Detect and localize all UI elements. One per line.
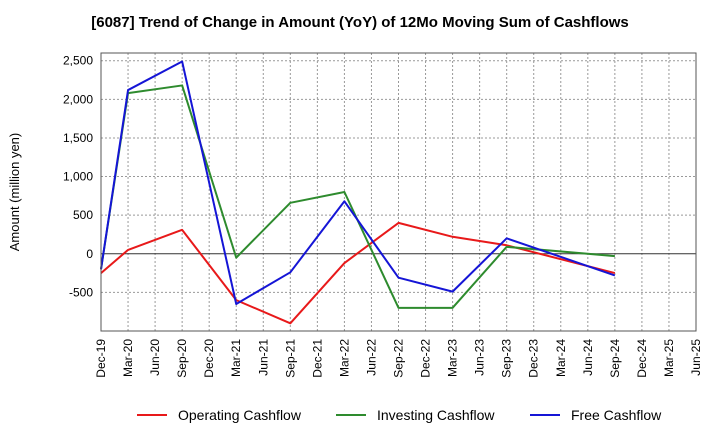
y-tick-label: 1,500 [63, 131, 93, 145]
x-tick-label: Sep-22 [392, 339, 406, 378]
y-tick-label: 500 [73, 208, 93, 222]
x-tick-label: Dec-20 [202, 339, 216, 378]
x-tick-label: Mar-25 [662, 339, 676, 377]
x-tick-label: Sep-23 [500, 339, 514, 378]
y-tick-label: 2,500 [63, 54, 93, 68]
x-tick-label: Jun-23 [473, 339, 487, 376]
x-tick-label: Dec-22 [419, 339, 433, 378]
plot-frame [100, 52, 697, 332]
series-lines [100, 60, 616, 325]
series-line-investing-cashflow [100, 84, 615, 309]
x-tick-label: Dec-19 [94, 339, 108, 378]
x-tick-label: Mar-21 [229, 339, 243, 377]
x-tick-label: Jun-21 [256, 339, 270, 376]
y-axis-title: Amount (million yen) [7, 133, 22, 252]
x-tick-label: Jun-22 [364, 339, 378, 376]
axes: Dec-19 Mar-20 Jun-20 Sep-20 Dec-20 Mar-21 Jun-… [7, 52, 703, 378]
x-tick-label: Mar-23 [446, 339, 460, 377]
chart-title: [6087] Trend of Change in Amount (YoY) o… [91, 14, 629, 31]
legend-label: Operating Cashflow [178, 407, 302, 423]
x-tick-label: Mar-20 [121, 339, 135, 377]
legend-label: Free Cashflow [571, 407, 662, 423]
x-tick-label: Sep-21 [283, 339, 297, 378]
series-line-operating-cashflow [100, 221, 616, 325]
x-tick-label: Mar-24 [554, 339, 568, 377]
y-tick-label: 2,000 [63, 92, 93, 106]
x-tick-label: Jun-20 [148, 339, 162, 376]
legend: Operating Cashflow Investing Cashflow Free… [137, 407, 662, 423]
x-tick-label: Dec-24 [635, 339, 649, 378]
x-tick-label: Dec-21 [310, 339, 324, 378]
x-tick-label: Jun-25 [689, 339, 703, 376]
legend-label: Investing Cashflow [377, 407, 495, 423]
x-tick-label: Sep-24 [608, 339, 622, 378]
y-tick-label: -500 [69, 285, 93, 299]
y-tick-label: 1,000 [63, 170, 93, 184]
x-tick-label: Dec-23 [527, 339, 541, 378]
y-tick-label: 0 [86, 247, 93, 261]
x-tick-label: Jun-24 [581, 339, 595, 376]
x-tick-label: Sep-20 [175, 339, 189, 378]
series-line-free-cashflow [100, 60, 616, 305]
x-tick-label: Mar-22 [337, 339, 351, 377]
